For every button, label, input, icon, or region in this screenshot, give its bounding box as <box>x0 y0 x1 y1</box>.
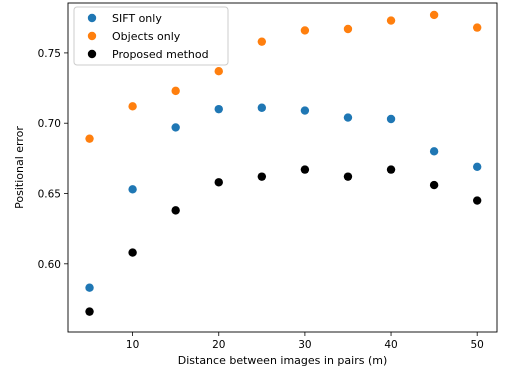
y-tick-label: 0.60 <box>38 259 61 271</box>
point-objects-only <box>343 24 353 34</box>
y-axis-label: Positional error <box>13 126 26 209</box>
x-axis-label: Distance between images in pairs (m) <box>178 354 388 367</box>
data-points <box>85 10 482 316</box>
legend-marker-sift-only <box>87 13 97 23</box>
point-objects-only <box>257 37 267 46</box>
point-objects-only <box>472 23 482 32</box>
point-sift-only <box>343 113 353 122</box>
x-tick-label: 40 <box>384 339 397 351</box>
point-sift-only <box>85 283 94 292</box>
point-objects-only <box>214 66 223 76</box>
plot-frame <box>67 2 498 333</box>
point-proposed-method <box>386 165 396 174</box>
y-tick-label: 0.75 <box>38 48 61 60</box>
point-sift-only <box>257 103 267 112</box>
legend-label-sift-only: SIFT only <box>112 12 162 25</box>
legend-label-proposed-method: Proposed method <box>112 48 209 61</box>
point-proposed-method <box>257 172 267 181</box>
point-objects-only <box>85 134 94 143</box>
point-sift-only <box>472 162 482 171</box>
point-sift-only <box>429 147 439 156</box>
y-axis-ticks: 0.60 0.65 0.70 0.75 <box>38 48 68 271</box>
point-objects-only <box>171 86 180 96</box>
point-sift-only <box>128 185 137 194</box>
point-proposed-method <box>472 196 482 205</box>
point-sift-only <box>171 123 180 132</box>
x-tick-label: 30 <box>298 339 311 351</box>
point-sift-only <box>214 104 223 114</box>
legend-marker-proposed-method <box>87 49 97 59</box>
legend-box <box>73 6 229 66</box>
point-objects-only <box>386 16 396 25</box>
point-proposed-method <box>85 307 94 316</box>
point-proposed-method <box>343 172 353 181</box>
point-proposed-method <box>171 206 180 215</box>
point-proposed-method <box>429 180 439 190</box>
point-objects-only <box>429 10 439 20</box>
point-sift-only <box>300 106 310 115</box>
y-tick-label: 0.70 <box>38 118 61 130</box>
y-tick-label: 0.65 <box>38 189 61 201</box>
point-objects-only <box>300 26 310 35</box>
point-objects-only <box>128 102 137 111</box>
point-sift-only <box>386 114 396 124</box>
point-proposed-method <box>300 165 310 174</box>
legend: SIFT only Objects only Proposed method <box>73 6 229 66</box>
x-tick-label: 20 <box>212 339 225 351</box>
legend-label-objects-only: Objects only <box>112 30 181 43</box>
point-proposed-method <box>214 178 223 187</box>
x-tick-label: 50 <box>470 339 483 351</box>
legend-marker-objects-only <box>87 31 97 41</box>
point-proposed-method <box>128 248 137 257</box>
x-tick-label: 10 <box>126 339 139 351</box>
x-axis-ticks: 10 20 30 40 50 <box>126 332 484 351</box>
